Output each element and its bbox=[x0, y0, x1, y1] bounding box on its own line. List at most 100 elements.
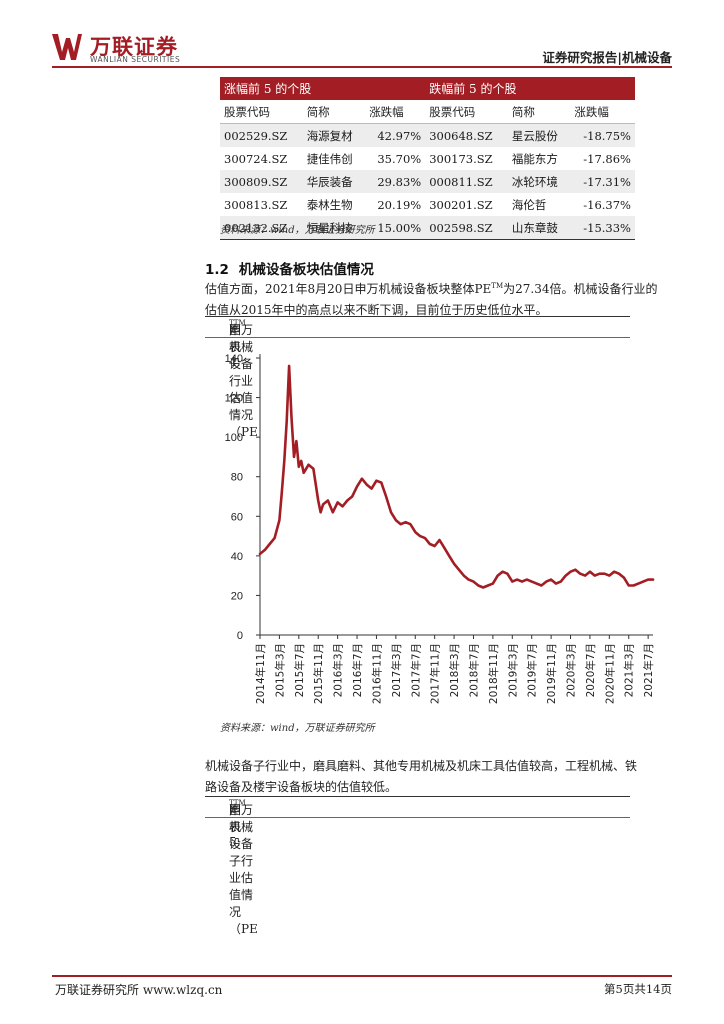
figure5-caption: 图表5: 申万机械设备子行业估值情况（PE TTM） bbox=[217, 799, 258, 936]
superscript-ttm: TTM bbox=[229, 799, 246, 807]
loser-name: 星云股份 bbox=[507, 123, 571, 147]
figure5-caption-bar: 图表5: 申万机械设备子行业估值情况（PE TTM） bbox=[205, 796, 630, 936]
gainer-code: 300809.SZ bbox=[220, 170, 303, 193]
x-tick-label: 2017年11月 bbox=[429, 643, 442, 704]
y-tick-label: 100 bbox=[225, 432, 243, 444]
valuation-paragraph: 估值方面，2021年8月20日申万机械设备板块整体PETM为27.34倍。机械设… bbox=[205, 276, 675, 321]
x-tick-label: 2016年3月 bbox=[332, 643, 345, 697]
gainer-name: 恒星科技 bbox=[302, 216, 366, 240]
pe-ttm-line-chart: 0 20 40 60 80 100 120 140 2014年11月 2015年3月 2015年7月… bbox=[225, 353, 656, 704]
header-divider bbox=[52, 66, 672, 68]
gainer-name: 华辰装备 bbox=[302, 170, 366, 193]
subsector-paragraph: 机械设备子行业中，磨具磨料、其他专用机械及机床工具估值较高，工程机械、铁 路设备… bbox=[205, 756, 675, 798]
figure-label: 图表4: bbox=[229, 323, 242, 369]
chart-source-note: 资料来源：wind，万联证券研究所 bbox=[220, 723, 375, 734]
x-tick-label: 2017年3月 bbox=[390, 643, 403, 697]
x-tick-label: 2019年3月 bbox=[506, 643, 519, 697]
loser-name: 山东章鼓 bbox=[507, 216, 571, 240]
x-tick-label: 2015年11月 bbox=[312, 643, 325, 704]
x-tick-label: 2018年3月 bbox=[448, 643, 461, 697]
figure4-caption: 图表4: 申万机械设备行业估值情况（PE TTM） bbox=[217, 319, 258, 439]
gainer-code: 300813.SZ bbox=[224, 197, 288, 212]
table-row: 300813.SZ 泰林生物 20.19% 300201.SZ 海伦哲 -16.… bbox=[220, 193, 635, 216]
figure-title-close: ） bbox=[229, 323, 242, 337]
y-tick-label: 60 bbox=[231, 511, 243, 523]
x-tick-label: 2020年11月 bbox=[603, 643, 616, 704]
pe-ttm-series-line bbox=[258, 364, 655, 589]
loser-code: 300173.SZ bbox=[429, 151, 493, 166]
x-tick-label: 2017年7月 bbox=[409, 643, 422, 697]
figure-title-close: ） bbox=[229, 803, 242, 817]
gainer-change: 20.19% bbox=[377, 197, 422, 212]
table-row: 300809.SZ 华辰装备 29.83% 000811.SZ 冰轮环境 -17… bbox=[220, 170, 635, 193]
figure-title: 申万机械设备行业估值情况（PE bbox=[229, 323, 258, 439]
column-header: 简称 bbox=[507, 100, 571, 124]
wanlian-logo-icon bbox=[52, 34, 82, 60]
x-tick-label: 2020年7月 bbox=[584, 643, 597, 697]
column-header: 涨跌幅 bbox=[570, 100, 635, 124]
y-tick-label: 140 bbox=[225, 353, 243, 365]
column-header: 股票代码 bbox=[220, 100, 303, 124]
loser-name: 冰轮环境 bbox=[507, 170, 571, 193]
x-tick-label: 2014年11月 bbox=[254, 643, 267, 704]
gainer-change: 29.83% bbox=[365, 170, 426, 193]
paragraph-text: 估值方面，2021年8月20日申万机械设备板块整体PE bbox=[205, 282, 492, 296]
x-tick-label: 2016年11月 bbox=[370, 643, 383, 704]
gainer-change: 35.70% bbox=[377, 151, 422, 166]
losers-title: 跌幅前 5 的个股 bbox=[425, 77, 635, 100]
loser-change: -17.31% bbox=[570, 170, 635, 193]
column-header: 股票代码 bbox=[425, 100, 508, 124]
figure-title: 申万机械设备子行业估值情况（PE bbox=[229, 803, 258, 936]
table-source-note: 资料来源：wind，万联证券研究所 bbox=[220, 225, 375, 236]
gainer-name: 泰林生物 bbox=[306, 197, 353, 212]
page-number: 第5页共14页 bbox=[604, 982, 672, 996]
loser-name: 福能东方 bbox=[511, 151, 558, 166]
table-row: 002132.SZ 恒星科技 15.00% 002598.SZ 山东章鼓 -15… bbox=[220, 216, 635, 240]
loser-change: -18.75% bbox=[570, 123, 635, 147]
table-column-header-row: 股票代码 简称 涨跌幅 股票代码 简称 涨跌幅 bbox=[220, 100, 635, 124]
report-category-label: 证券研究报告|机械设备 bbox=[542, 50, 672, 65]
gainer-change: 42.97% bbox=[365, 123, 426, 147]
paragraph-line: 路设备及楼宇设备板块的估值较低。 bbox=[205, 780, 398, 794]
paragraph-line: 机械设备子行业中，磨具磨料、其他专用机械及机床工具估值较高，工程机械、铁 bbox=[205, 759, 638, 773]
x-tick-label: 2018年7月 bbox=[467, 643, 480, 697]
x-tick-label: 2021年7月 bbox=[642, 643, 655, 697]
logo-english-name: WANLIAN SECURITIES bbox=[90, 55, 181, 64]
table-group-header-row: 涨幅前 5 的个股 跌幅前 5 的个股 bbox=[220, 77, 635, 100]
x-tick-label: 2018年11月 bbox=[487, 643, 500, 704]
loser-name: 海伦哲 bbox=[511, 197, 547, 212]
section-heading: 1.2 机械设备板块估值情况 bbox=[205, 258, 374, 278]
section-number: 1.2 bbox=[205, 262, 229, 278]
loser-change: -17.86% bbox=[583, 151, 631, 166]
gainers-title: 涨幅前 5 的个股 bbox=[220, 77, 426, 100]
loser-change: -16.37% bbox=[583, 197, 631, 212]
x-tick-label: 2021年3月 bbox=[623, 643, 636, 697]
loser-code: 300648.SZ bbox=[425, 123, 508, 147]
loser-code: 300201.SZ bbox=[429, 197, 493, 212]
figure-label: 图表5: bbox=[229, 803, 242, 849]
loser-change: -15.33% bbox=[570, 216, 635, 240]
x-tick-label: 2019年11月 bbox=[545, 643, 558, 704]
y-tick-label: 120 bbox=[225, 393, 243, 405]
gainer-change: 15.00% bbox=[365, 216, 426, 240]
table-row: 002529.SZ 海源复材 42.97% 300648.SZ 星云股份 -18… bbox=[220, 123, 635, 147]
x-tick-label: 2016年7月 bbox=[351, 643, 364, 697]
y-tick-label: 0 bbox=[237, 630, 243, 642]
gainer-code: 002529.SZ bbox=[220, 123, 303, 147]
x-tick-label: 2015年3月 bbox=[273, 643, 286, 697]
y-tick-label: 40 bbox=[231, 551, 243, 563]
superscript-ttm: TM bbox=[491, 282, 504, 290]
gainer-name: 海源复材 bbox=[302, 123, 366, 147]
figure4-caption-bar: 图表4: 申万机械设备行业估值情况（PE TTM） bbox=[205, 316, 630, 439]
gainer-name: 捷佳伟创 bbox=[306, 151, 353, 166]
section-title-text: 机械设备板块估值情况 bbox=[238, 262, 374, 278]
footer-firm-website: 万联证券研究所 www.wlzq.cn bbox=[55, 983, 223, 997]
logo-chinese-name: 万联证券 bbox=[90, 35, 178, 59]
paragraph-line: 估值方面，2021年8月20日申万机械设备板块整体PETM为27.34倍。机械设… bbox=[205, 276, 675, 300]
column-header: 简称 bbox=[302, 100, 366, 124]
x-tick-label: 2015年7月 bbox=[293, 643, 306, 697]
column-header: 涨跌幅 bbox=[365, 100, 426, 124]
footer-divider bbox=[52, 975, 672, 977]
loser-code: 002598.SZ bbox=[425, 216, 508, 240]
paragraph-line: 估值从2015年中的高点以来不断下调，目前位于历史低位水平。 bbox=[205, 303, 548, 317]
